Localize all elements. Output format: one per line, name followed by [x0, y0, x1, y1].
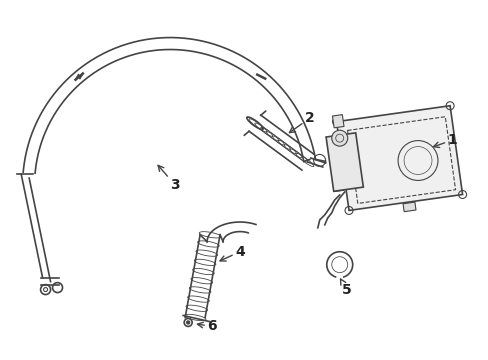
Text: 3: 3: [158, 165, 180, 192]
Circle shape: [186, 321, 189, 324]
Text: 1: 1: [433, 133, 456, 148]
Polygon shape: [332, 114, 343, 128]
Text: 4: 4: [220, 245, 244, 261]
Polygon shape: [402, 202, 415, 212]
Circle shape: [331, 130, 347, 146]
Text: 6: 6: [197, 319, 216, 333]
Polygon shape: [336, 106, 462, 211]
Text: 5: 5: [340, 279, 351, 297]
Polygon shape: [325, 133, 363, 191]
Polygon shape: [332, 178, 343, 192]
Text: 2: 2: [289, 111, 314, 133]
